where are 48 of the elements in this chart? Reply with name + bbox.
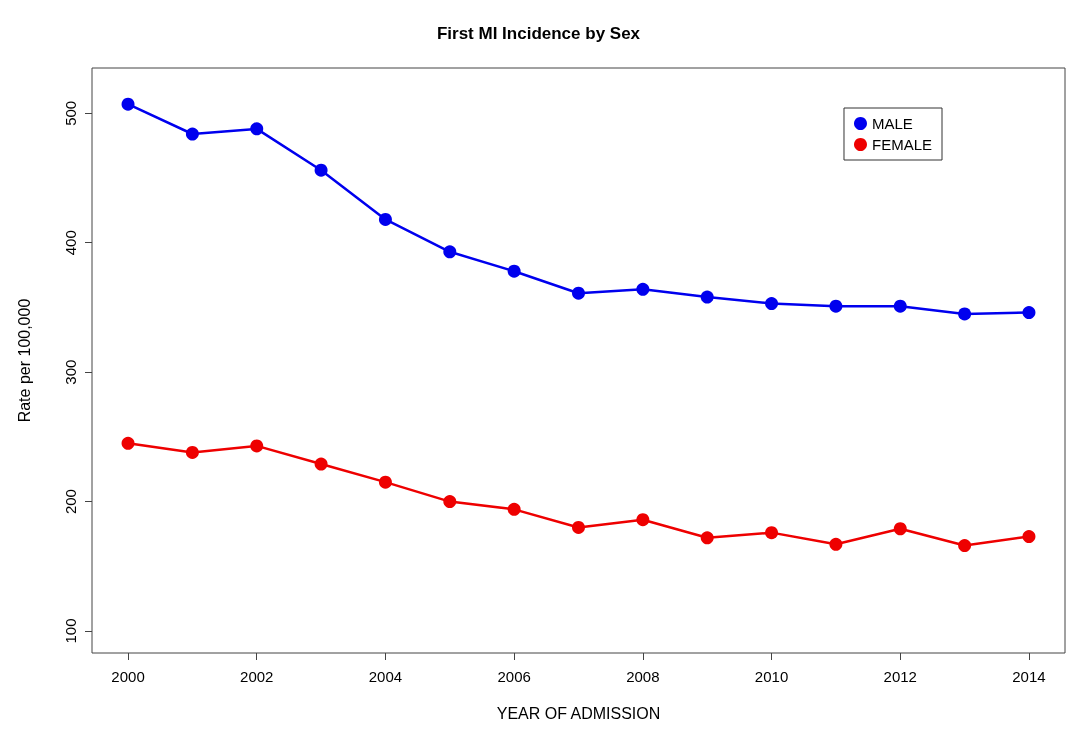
point [507, 502, 521, 516]
chart-title: First MI Incidence by Sex [436, 24, 641, 43]
point [572, 286, 585, 300]
point [765, 297, 779, 311]
y-axis-title: Rate per 100,000 [15, 298, 33, 423]
point [958, 307, 972, 321]
y-tick-label: 100 [62, 618, 79, 644]
point [443, 495, 457, 509]
point [893, 522, 907, 536]
point [185, 127, 199, 141]
y-tick-label: 400 [62, 230, 79, 256]
point [121, 97, 135, 111]
x-tick-label: 2006 [497, 668, 531, 685]
x-tick-label: 2012 [883, 668, 917, 685]
x-tick-label: 2014 [1012, 668, 1046, 685]
point [378, 212, 392, 226]
point [1022, 306, 1036, 320]
legend-label: MALE [871, 115, 913, 132]
point [185, 445, 199, 459]
x-axis-title: YEAR OF ADMISSION [496, 704, 661, 722]
legend-label: FEMALE [871, 136, 932, 153]
x-tick-label: 2000 [111, 668, 145, 685]
point [636, 282, 650, 296]
point [250, 439, 264, 453]
point [765, 526, 779, 540]
point [250, 122, 264, 136]
point [443, 245, 457, 259]
point [829, 299, 843, 313]
point [572, 520, 585, 534]
point [700, 531, 714, 545]
x-tick-label: 2010 [754, 668, 789, 685]
point [829, 537, 843, 551]
point [700, 290, 714, 304]
point [636, 513, 650, 527]
point [1022, 530, 1036, 544]
y-tick-label: 300 [62, 359, 79, 385]
x-tick-label: 2008 [626, 668, 660, 685]
point [507, 264, 521, 278]
point [314, 457, 328, 471]
y-tick-label: 200 [62, 489, 79, 515]
y-tick-label: 500 [62, 100, 79, 126]
x-tick-label: 2004 [368, 668, 403, 685]
x-tick-label: 2002 [240, 668, 274, 685]
point [893, 299, 907, 313]
point [121, 436, 135, 450]
point [378, 475, 392, 489]
point [314, 163, 328, 177]
point [958, 539, 972, 553]
